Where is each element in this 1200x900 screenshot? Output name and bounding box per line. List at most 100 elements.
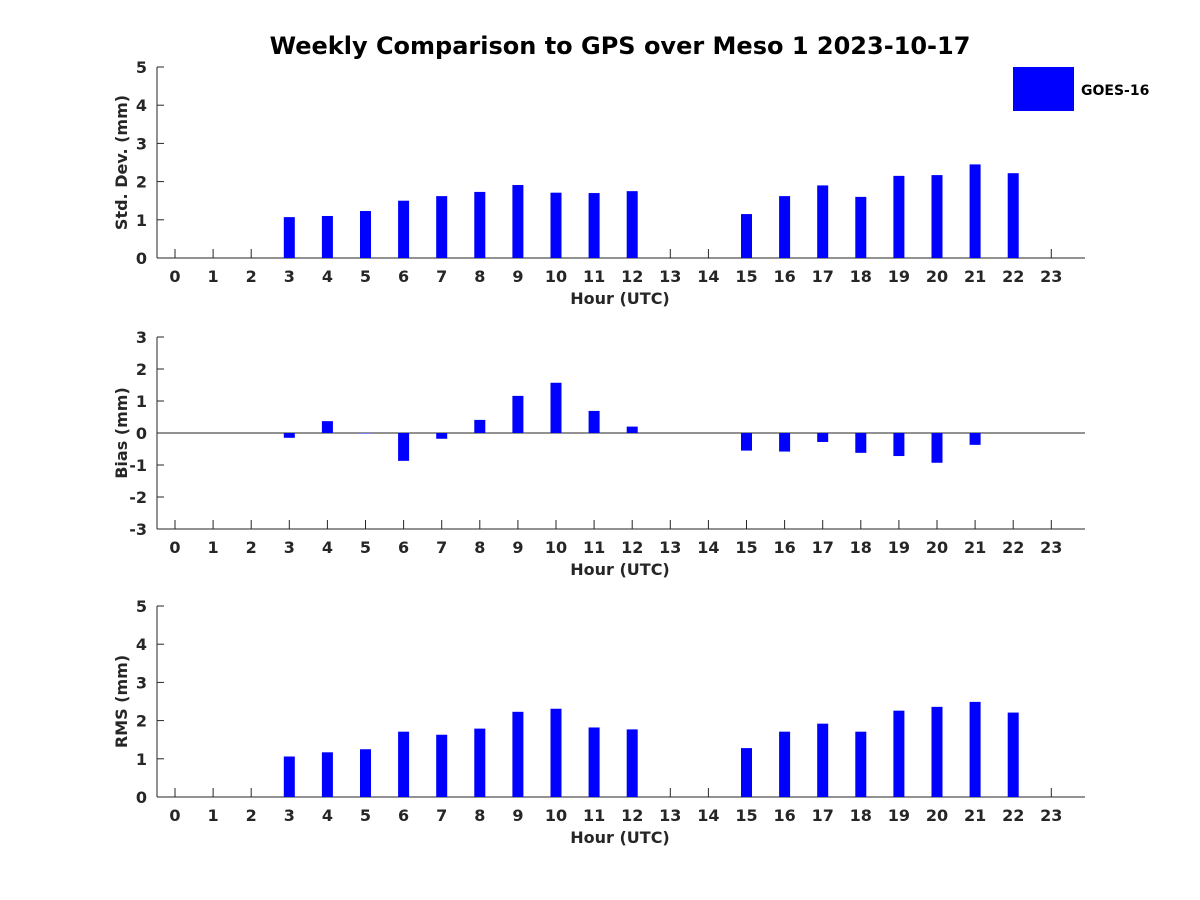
x-tick-label: 4	[322, 538, 333, 557]
x-axis-label: Hour (UTC)	[570, 560, 670, 579]
x-tick-label: 10	[545, 538, 567, 557]
x-tick-label: 2	[246, 267, 257, 286]
x-tick-label: 1	[208, 538, 219, 557]
bar-hour-15	[741, 748, 752, 797]
bar-hour-19	[893, 433, 905, 457]
x-tick-label: 19	[888, 538, 910, 557]
y-tick-label: 3	[136, 328, 147, 347]
x-tick-label: 8	[474, 267, 485, 286]
bar-hour-7	[436, 734, 448, 797]
bar-hour-17	[817, 723, 829, 797]
bar-hour-6	[398, 200, 410, 258]
x-tick-label: 12	[621, 267, 643, 286]
x-tick-label: 10	[545, 806, 567, 825]
x-tick-label: 11	[583, 267, 605, 286]
bar-hour-5	[360, 211, 371, 258]
x-tick-label: 19	[888, 806, 910, 825]
legend-swatch	[1013, 67, 1074, 111]
bar-hour-19	[893, 175, 905, 258]
x-tick-label: 15	[735, 538, 757, 557]
y-tick-label: 3	[136, 134, 147, 153]
x-tick-label: 2	[246, 538, 257, 557]
bar-hour-19	[893, 710, 905, 797]
x-tick-label: 21	[964, 806, 986, 825]
bar-hour-11	[588, 193, 600, 258]
bar-hour-3	[283, 756, 295, 797]
x-tick-label: 17	[812, 806, 834, 825]
x-tick-label: 9	[512, 538, 523, 557]
y-tick-label: 2	[136, 173, 147, 192]
bar-hour-6	[398, 433, 410, 461]
x-tick-label: 18	[850, 806, 872, 825]
x-tick-label: 10	[545, 267, 567, 286]
bar-hour-17	[817, 433, 829, 442]
x-tick-label: 8	[474, 806, 485, 825]
bar-hour-12	[626, 426, 638, 433]
x-tick-label: 0	[169, 267, 180, 286]
x-tick-label: 2	[246, 806, 257, 825]
bar-hour-15	[741, 214, 752, 258]
x-tick-label: 11	[583, 538, 605, 557]
y-tick-label: -2	[129, 488, 147, 507]
x-tick-label: 14	[697, 538, 719, 557]
x-tick-label: 11	[583, 806, 605, 825]
y-tick-label: 3	[136, 673, 147, 692]
x-tick-label: 20	[926, 538, 948, 557]
x-tick-label: 16	[773, 538, 795, 557]
x-tick-label: 4	[322, 806, 333, 825]
y-tick-label: 5	[136, 58, 147, 77]
bar-hour-6	[398, 731, 410, 797]
y-axis-label: Std. Dev. (mm)	[112, 95, 131, 230]
x-tick-label: 6	[398, 267, 409, 286]
x-tick-label: 16	[773, 267, 795, 286]
bar-hour-9	[512, 395, 524, 433]
legend-label: GOES-16	[1081, 83, 1149, 99]
bar-hour-22	[1007, 173, 1019, 258]
bar-hour-9	[512, 185, 524, 258]
x-tick-label: 13	[659, 267, 681, 286]
bar-hour-8	[474, 728, 486, 797]
bar-hour-4	[321, 215, 333, 258]
x-tick-label: 0	[169, 538, 180, 557]
y-tick-label: 4	[136, 96, 147, 115]
x-axis-label: Hour (UTC)	[570, 828, 670, 847]
x-tick-label: 12	[621, 806, 643, 825]
x-tick-label: 14	[697, 267, 719, 286]
y-tick-label: 1	[136, 211, 147, 230]
bar-hour-10	[550, 192, 562, 258]
bar-hour-3	[283, 433, 295, 438]
x-tick-label: 5	[360, 806, 371, 825]
y-tick-label: 4	[136, 635, 147, 654]
x-tick-label: 16	[773, 806, 795, 825]
y-axis-label: Bias (mm)	[112, 387, 131, 479]
bar-hour-4	[321, 421, 333, 433]
x-tick-label: 1	[208, 267, 219, 286]
x-axis-label: Hour (UTC)	[570, 289, 670, 308]
bar-hour-17	[817, 185, 829, 258]
x-tick-label: 15	[735, 806, 757, 825]
x-tick-label: 3	[284, 806, 295, 825]
bar-hour-18	[855, 196, 867, 258]
x-tick-label: 6	[398, 538, 409, 557]
y-tick-label: 0	[136, 424, 147, 443]
bar-hour-21	[969, 701, 981, 797]
x-tick-label: 13	[659, 538, 681, 557]
bar-hour-20	[931, 706, 943, 797]
y-tick-label: -1	[129, 456, 147, 475]
bar-hour-20	[931, 175, 943, 258]
bar-hour-5	[360, 433, 371, 434]
x-tick-label: 9	[512, 267, 523, 286]
bar-hour-22	[1007, 712, 1019, 797]
bar-hour-5	[360, 749, 371, 797]
x-tick-label: 23	[1040, 538, 1062, 557]
x-tick-label: 3	[284, 538, 295, 557]
bar-hour-16	[779, 433, 791, 452]
x-tick-label: 7	[436, 267, 447, 286]
x-tick-label: 12	[621, 538, 643, 557]
x-tick-label: 21	[964, 267, 986, 286]
y-axis-label: RMS (mm)	[112, 655, 131, 748]
